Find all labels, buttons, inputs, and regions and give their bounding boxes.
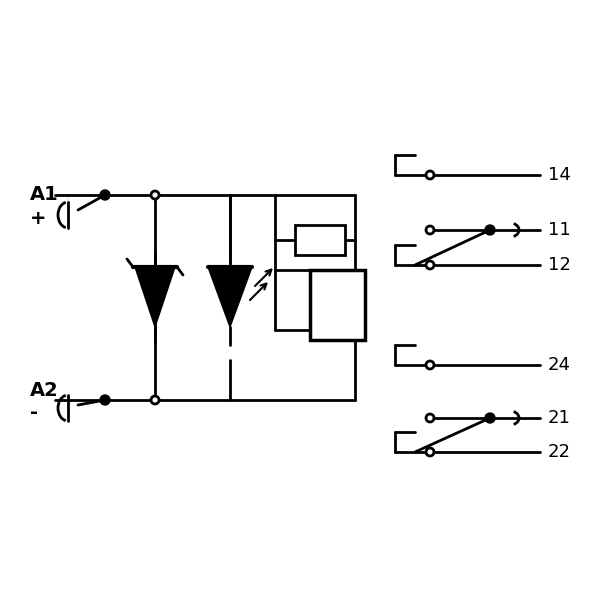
- Circle shape: [485, 413, 495, 423]
- Circle shape: [426, 261, 434, 269]
- Bar: [310, 270, 365, 340]
- Circle shape: [100, 395, 110, 405]
- Text: -: -: [30, 403, 38, 422]
- Polygon shape: [208, 267, 252, 327]
- Text: A1: A1: [30, 185, 59, 205]
- Circle shape: [426, 171, 434, 179]
- Text: 24: 24: [548, 356, 571, 374]
- Circle shape: [426, 361, 434, 369]
- Circle shape: [426, 226, 434, 234]
- Circle shape: [426, 414, 434, 422]
- Text: +: +: [30, 208, 47, 227]
- Circle shape: [151, 396, 159, 404]
- Circle shape: [426, 448, 434, 456]
- Text: 14: 14: [548, 166, 571, 184]
- Bar: [295, 225, 345, 255]
- Text: 22: 22: [548, 443, 571, 461]
- Polygon shape: [135, 267, 175, 327]
- Circle shape: [151, 191, 159, 199]
- Circle shape: [485, 225, 495, 235]
- Circle shape: [100, 190, 110, 200]
- Text: 21: 21: [548, 409, 571, 427]
- Text: 11: 11: [548, 221, 571, 239]
- Text: 12: 12: [548, 256, 571, 274]
- Text: A2: A2: [30, 380, 59, 400]
